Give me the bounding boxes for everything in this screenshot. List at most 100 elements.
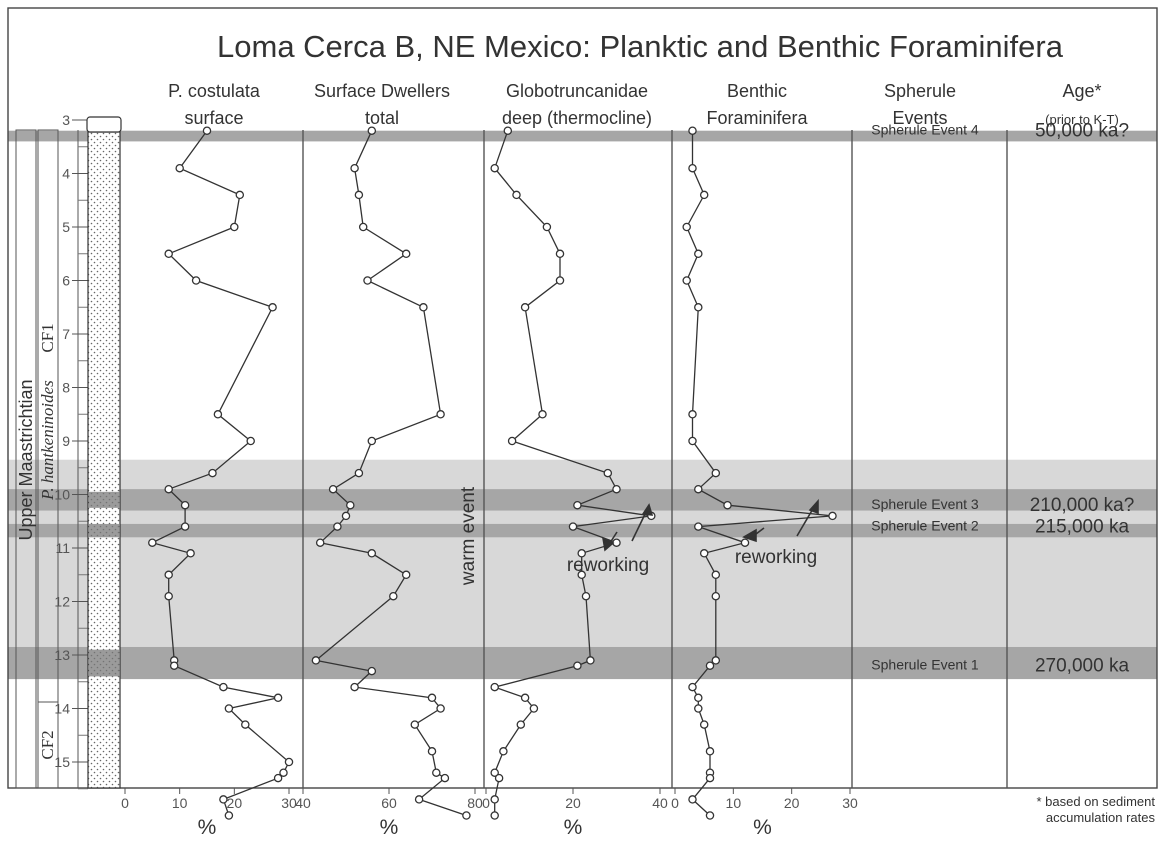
header-surf-line1: Surface Dwellers [314, 81, 450, 101]
data-point-pcost [208, 468, 217, 478]
x-unit-benth: % [753, 816, 772, 839]
x-tick-label-surf: 60 [381, 795, 397, 811]
data-point-glob [490, 795, 499, 804]
lithology-spherule-marks [89, 491, 119, 677]
header-benth-line2: Foraminifera [706, 108, 808, 128]
data-point-glob [529, 704, 539, 713]
data-point-benth [705, 747, 715, 756]
lithology-spherule-layer-0 [89, 491, 119, 508]
data-point-benth [711, 570, 721, 580]
x-tick-label-benth: 0 [671, 795, 679, 811]
data-point-benth [694, 704, 703, 713]
data-point-surf [436, 410, 445, 419]
footnote-line2: accumulation rates [1046, 810, 1156, 825]
depth-tick-label: 11 [55, 540, 70, 556]
reworking-arrowhead-benth-1 [742, 528, 757, 543]
header-benth-line1: Benthic [727, 81, 787, 101]
lithology-column [87, 131, 121, 789]
data-point-surf [315, 538, 325, 547]
data-point-glob [499, 747, 508, 756]
data-point-benth [694, 522, 703, 531]
data-series [148, 126, 837, 820]
data-point-pcost [273, 773, 283, 783]
depth-tick-label: 14 [54, 701, 70, 717]
depth-tick-label: 13 [54, 647, 70, 663]
data-point-benth [688, 795, 697, 804]
data-point-glob [507, 436, 517, 446]
data-point-glob [512, 190, 521, 200]
data-point-glob [555, 276, 565, 285]
depth-ticks: 3 4 5 6 7 8 9 10 11 12 13 14 15 [54, 112, 88, 790]
reworking-arrowhead-glob-2 [641, 503, 654, 516]
x-tick-label-pcost: 0 [121, 795, 129, 811]
data-point-benth [705, 773, 715, 783]
data-point-benth [723, 500, 732, 510]
depth-tick-label: 12 [54, 594, 70, 610]
data-point-pcost [180, 500, 190, 510]
data-point-benth [694, 484, 703, 494]
data-point-pcost [273, 693, 283, 703]
spherule-event-label: Spherule Event 4 [871, 122, 979, 138]
data-point-benth [694, 249, 703, 259]
reworking-arrow-glob-2 [631, 509, 648, 542]
header-pcost-line2: surface [184, 108, 243, 128]
data-point-glob [586, 656, 595, 665]
data-point-glob [494, 773, 504, 783]
data-point-surf [427, 747, 437, 756]
data-point-surf [401, 570, 411, 580]
data-point-glob [573, 661, 582, 670]
data-point-pcost [246, 436, 255, 446]
data-point-surf [354, 468, 364, 478]
data-point-pcost [164, 484, 173, 494]
depth-tick-label: 10 [54, 487, 70, 503]
data-point-pcost [230, 222, 239, 232]
zone-lower-label: CF2 [38, 730, 57, 759]
data-point-benth [711, 656, 721, 665]
x-tick-label-pcost: 20 [227, 795, 243, 811]
series-line-pcost [150, 130, 290, 816]
data-point-glob [520, 303, 530, 312]
data-point-benth [682, 276, 691, 285]
data-point-pcost [164, 249, 173, 259]
data-point-pcost [175, 163, 184, 173]
depth-tick-label: 15 [54, 754, 70, 770]
data-point-benth [688, 410, 697, 419]
data-point-benth [688, 126, 697, 135]
data-point-benth [682, 222, 691, 232]
x-tick-label-glob: 20 [565, 795, 581, 811]
data-point-surf [328, 484, 338, 494]
header-age-line2: (prior to K-T) [1045, 112, 1119, 127]
data-point-glob [542, 222, 552, 232]
data-point-benth [688, 682, 697, 692]
spherule-event-age: 270,000 ka [1035, 656, 1129, 677]
header-events-line2: Events [892, 108, 947, 128]
data-point-pcost [235, 190, 245, 200]
header-age-line1: Age* [1062, 81, 1101, 101]
data-point-benth [740, 538, 750, 547]
data-point-glob [581, 591, 591, 601]
data-point-pcost [219, 795, 228, 804]
chart-frame [7, 7, 1158, 789]
data-point-pcost [284, 757, 294, 767]
data-point-glob [538, 410, 547, 419]
data-point-pcost [219, 682, 228, 692]
x-tick-label-pcost: 30 [281, 795, 297, 811]
data-point-benth [694, 303, 703, 312]
data-point-surf [427, 693, 437, 703]
x-tick-label-glob: 40 [652, 795, 668, 811]
zone-column [37, 129, 59, 789]
data-point-pcost [241, 720, 250, 729]
x-tick-label-pcost: 10 [172, 795, 188, 811]
data-point-benth [711, 468, 721, 478]
data-point-surf [346, 500, 355, 510]
data-point-surf [367, 126, 377, 135]
x-unit-pcost: % [198, 816, 217, 839]
data-point-surf [436, 704, 445, 713]
reworking-arrowhead-glob-1 [601, 536, 615, 552]
shaded-band-0 [8, 130, 1157, 142]
data-point-surf [350, 682, 359, 692]
data-point-glob [568, 522, 578, 531]
data-point-glob [555, 249, 565, 259]
data-point-surf [440, 773, 450, 783]
data-point-pcost [202, 126, 212, 135]
